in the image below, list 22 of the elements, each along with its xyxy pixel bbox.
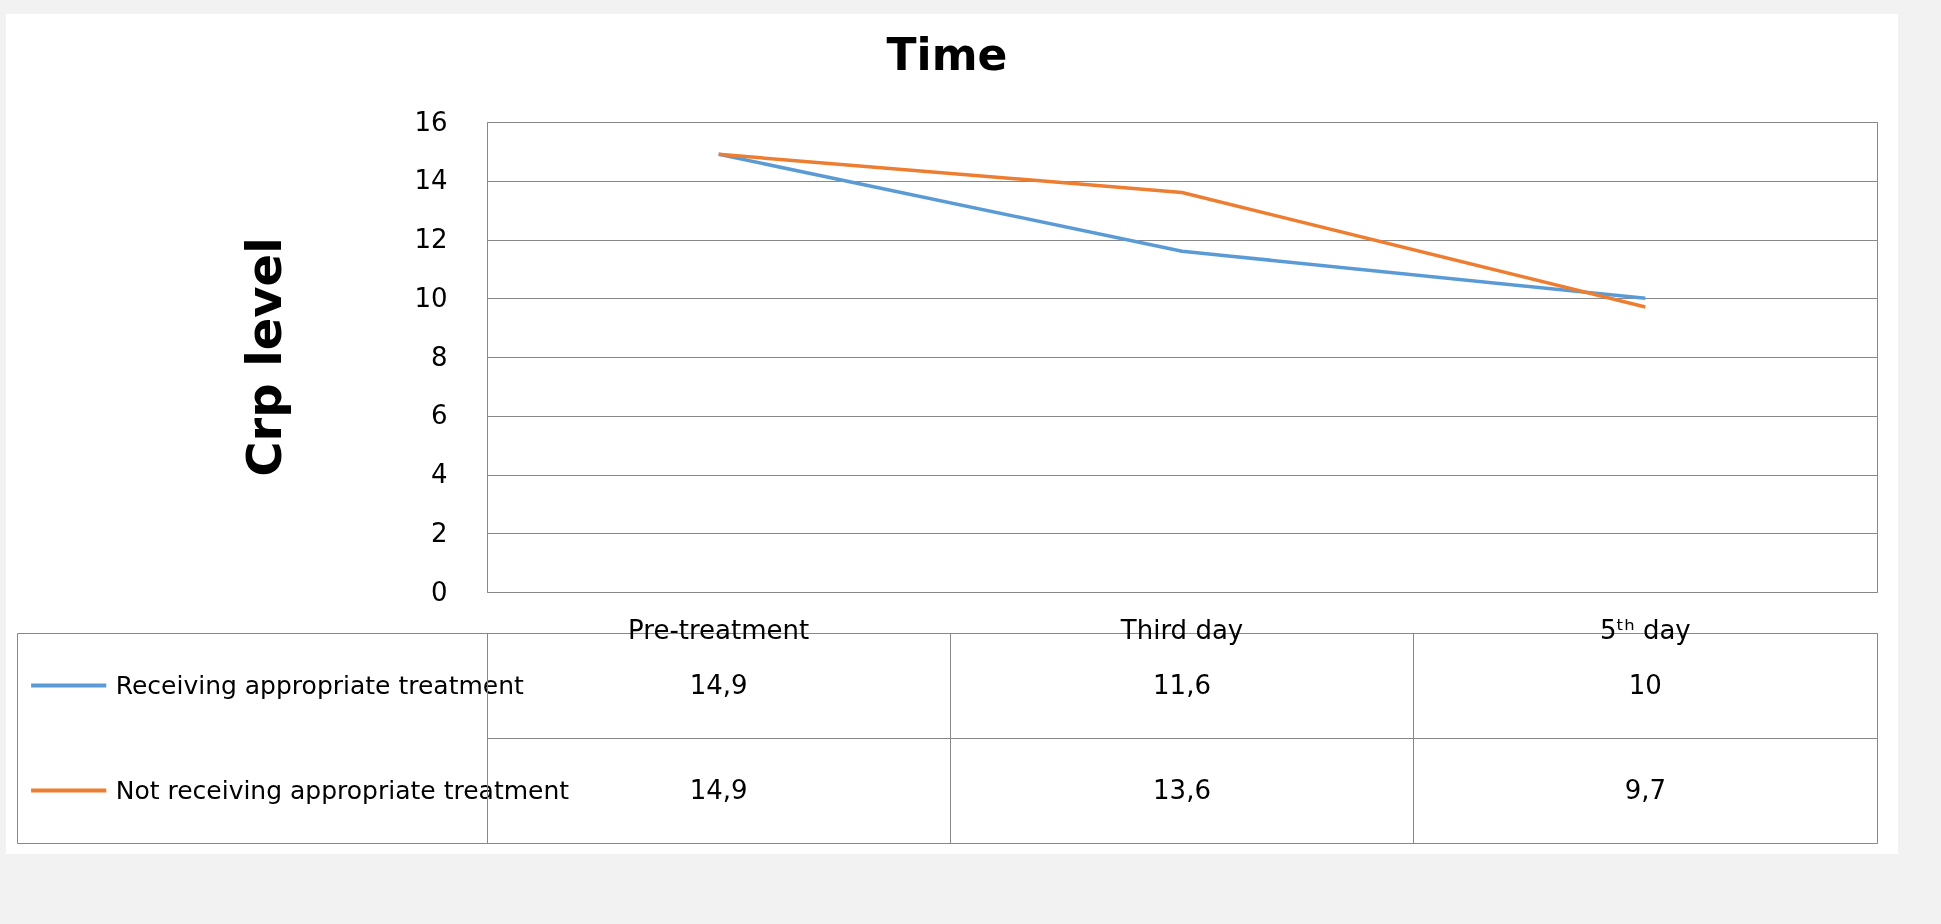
data-label: 13,6 [1153, 774, 1211, 805]
legend-label: Not receiving appropriate treatment [115, 775, 570, 805]
y-tick-label: 8 [430, 341, 448, 372]
y-axis-title: Crp level [236, 237, 292, 477]
y-tick-label: 14 [414, 165, 448, 196]
y-tick-label: 16 [414, 106, 448, 137]
data-label: 9,7 [1624, 774, 1667, 805]
y-tick-label: 0 [430, 576, 448, 607]
y-tick-label: 6 [430, 400, 448, 431]
y-tick-label: 2 [430, 517, 448, 548]
data-label: 10 [1628, 669, 1662, 700]
data-label: 11,6 [1153, 669, 1211, 700]
y-tick-label: 10 [414, 282, 448, 313]
y-tick-label: 4 [430, 459, 448, 489]
x-tick-label: Third day [1119, 614, 1244, 645]
legend-label: Receiving appropriate treatment [115, 670, 525, 700]
data-label: 14,9 [689, 774, 748, 805]
data-label: 14,9 [689, 669, 748, 700]
x-tick-label: Pre-treatment [628, 614, 810, 645]
chart-title: Time [886, 28, 1008, 80]
x-tick-label: 5ᵗʰ day [1599, 614, 1691, 645]
y-tick-label: 12 [414, 224, 448, 254]
